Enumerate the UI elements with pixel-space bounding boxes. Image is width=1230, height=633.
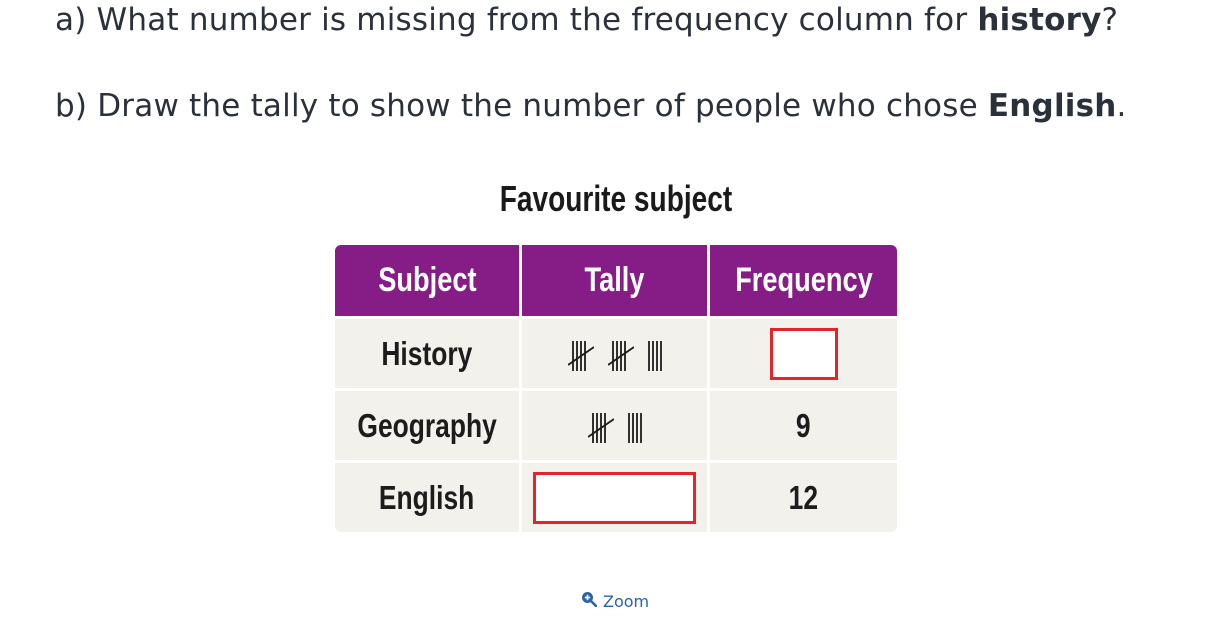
question-b-keyword: English — [987, 88, 1117, 124]
tally-gate — [567, 340, 594, 371]
tally-cell — [522, 388, 710, 460]
frequency-cell: 9 — [710, 388, 897, 460]
frequency-cell: 12 — [710, 460, 897, 532]
table-title: Favourite subject — [499, 178, 733, 219]
question-b-end: . — [1116, 88, 1127, 124]
frequency-cell[interactable] — [710, 316, 897, 388]
tally-group — [647, 340, 662, 371]
question-b-text: b) Draw the tally to show the number of … — [55, 88, 988, 124]
subject-cell: English — [335, 460, 522, 532]
table-row: Geography 9 — [335, 388, 897, 460]
tally-gate — [587, 412, 614, 443]
table-row: English 12 — [335, 460, 897, 532]
frequency-table: Subject Tally Frequency History Geograph… — [335, 245, 897, 532]
subject-cell: History — [335, 316, 522, 388]
header-subject: Subject — [335, 245, 522, 316]
header-frequency: Frequency — [710, 245, 897, 316]
zoom-in-icon — [581, 591, 598, 611]
question-a-end: ? — [1101, 2, 1119, 38]
question-a-text: a) What number is missing from the frequ… — [55, 2, 978, 38]
frequency-answer-box[interactable] — [769, 327, 838, 380]
header-tally: Tally — [522, 245, 710, 316]
tally-marks — [587, 406, 642, 443]
table-row: History — [335, 316, 897, 388]
tally-marks — [567, 334, 662, 371]
tally-crossbar — [587, 417, 614, 438]
tally-cell[interactable] — [522, 460, 710, 532]
question-a-keyword: history — [977, 2, 1102, 38]
question-a: a) What number is missing from the frequ… — [55, 2, 1118, 38]
tally-group — [627, 412, 642, 443]
question-b: b) Draw the tally to show the number of … — [55, 88, 1127, 124]
zoom-label: Zoom — [603, 591, 650, 611]
subject-cell: Geography — [335, 388, 522, 460]
tally-crossbar — [607, 345, 634, 366]
tally-gate — [607, 340, 634, 371]
tally-crossbar — [567, 345, 594, 366]
table-header-row: Subject Tally Frequency — [335, 245, 897, 316]
zoom-button[interactable]: Zoom — [581, 591, 649, 611]
tally-cell — [522, 316, 710, 388]
tally-answer-box[interactable] — [533, 471, 696, 524]
